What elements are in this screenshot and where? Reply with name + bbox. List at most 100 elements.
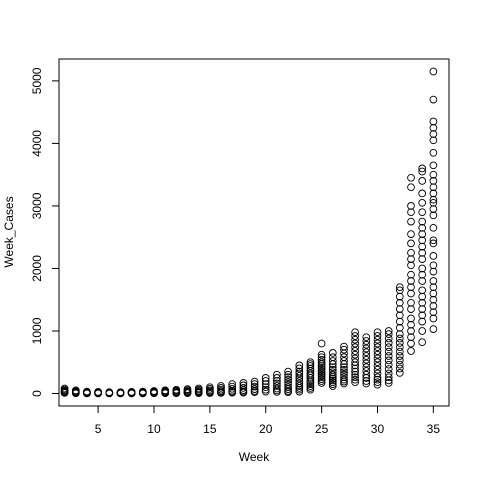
data-point xyxy=(384,360,393,369)
data-point xyxy=(362,352,371,360)
data-point xyxy=(373,369,382,378)
data-point xyxy=(407,283,415,292)
data-point xyxy=(418,223,427,232)
data-point xyxy=(429,211,438,220)
data-point xyxy=(429,183,438,192)
data-point xyxy=(407,202,415,210)
data-point xyxy=(418,270,427,279)
data-point xyxy=(395,292,404,301)
data-point xyxy=(362,348,371,357)
data-point xyxy=(407,248,415,257)
data-point xyxy=(407,261,415,270)
data-point xyxy=(395,356,404,365)
data-point xyxy=(384,373,393,382)
data-point xyxy=(295,382,304,390)
data-point xyxy=(395,330,404,338)
data-point xyxy=(228,388,237,397)
data-point xyxy=(429,252,438,260)
data-point xyxy=(395,317,404,326)
data-point xyxy=(384,339,393,347)
data-point xyxy=(373,328,382,337)
data-point xyxy=(373,362,382,370)
data-point xyxy=(373,343,382,352)
data-point xyxy=(351,378,359,387)
data-point xyxy=(284,367,292,376)
data-point xyxy=(429,302,438,310)
data-point xyxy=(172,389,181,398)
data-point xyxy=(340,368,348,377)
data-point xyxy=(239,388,248,397)
x-axis: 5 10 15 20 25 30 35 xyxy=(95,405,441,436)
data-point xyxy=(340,375,348,384)
data-point xyxy=(373,350,382,359)
x-tick-label: 5 xyxy=(95,422,102,436)
y-tick-label: 4000 xyxy=(30,130,44,157)
data-point xyxy=(284,385,292,393)
data-point xyxy=(362,344,371,353)
data-point xyxy=(362,374,371,382)
data-point xyxy=(250,388,259,397)
data-point xyxy=(407,339,415,348)
data-point xyxy=(351,328,359,337)
data-point xyxy=(418,311,427,320)
data-point xyxy=(105,389,114,398)
data-point xyxy=(261,385,270,394)
data-point xyxy=(429,161,438,170)
data-point xyxy=(407,270,415,279)
data-point xyxy=(295,364,304,373)
data-point xyxy=(429,308,438,317)
data-point xyxy=(429,198,438,207)
data-point xyxy=(395,360,404,369)
data-point xyxy=(340,349,348,358)
data-point xyxy=(407,239,415,248)
data-point xyxy=(273,370,281,379)
data-point xyxy=(384,330,393,338)
data-point xyxy=(94,389,102,398)
data-point xyxy=(328,357,337,365)
data-point xyxy=(362,377,371,385)
data-point xyxy=(418,167,427,176)
data-point xyxy=(395,305,404,313)
data-point xyxy=(317,367,326,376)
data-point xyxy=(418,198,427,207)
data-point xyxy=(384,379,393,387)
data-point xyxy=(351,343,359,352)
data-point xyxy=(317,355,326,364)
data-point xyxy=(362,363,371,372)
data-point xyxy=(418,177,427,185)
data-point xyxy=(317,339,326,348)
data-point xyxy=(239,384,248,392)
data-point xyxy=(407,208,415,217)
data-point xyxy=(418,255,427,263)
data-point xyxy=(351,350,359,359)
data-point xyxy=(273,384,281,393)
y-tick-label: 2000 xyxy=(30,255,44,282)
data-point xyxy=(351,358,359,367)
data-point xyxy=(351,332,359,340)
y-tick-label: 3000 xyxy=(30,192,44,219)
data-point xyxy=(395,343,404,352)
data-point xyxy=(429,223,438,232)
data-point xyxy=(340,357,348,365)
data-point xyxy=(60,389,69,397)
data-point xyxy=(351,347,359,355)
data-point xyxy=(395,352,404,360)
data-points xyxy=(60,67,438,398)
data-point xyxy=(407,314,415,323)
data-point xyxy=(328,368,337,377)
data-point xyxy=(284,383,292,392)
data-point xyxy=(429,295,438,304)
x-tick-label: 35 xyxy=(427,422,441,436)
data-point xyxy=(407,277,415,285)
data-point xyxy=(295,374,304,383)
data-point xyxy=(194,389,203,397)
data-point xyxy=(83,389,91,398)
y-tick-label: 1000 xyxy=(30,317,44,344)
data-point xyxy=(418,327,427,335)
data-point xyxy=(328,360,337,368)
data-point xyxy=(407,183,415,192)
data-point xyxy=(429,205,438,213)
data-point xyxy=(407,173,415,182)
x-axis-label: Week xyxy=(239,450,270,464)
